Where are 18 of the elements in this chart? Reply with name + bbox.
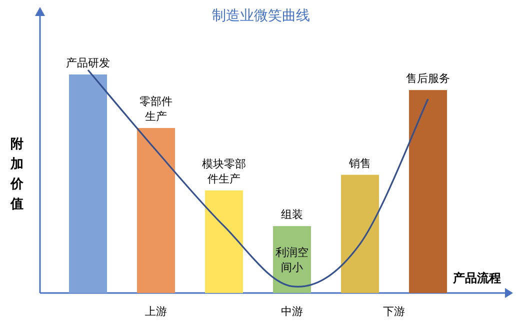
- chart-title: 制造业微笑曲线: [212, 8, 310, 24]
- x-tick-label: 零部件生产: [140, 94, 172, 123]
- bar: [137, 128, 175, 293]
- text: 下游: [383, 305, 405, 318]
- bar: [409, 90, 447, 293]
- annotation: 利润空间小: [276, 246, 308, 274]
- text: 中游: [281, 305, 303, 318]
- x-axis-title: 产品流程: [452, 271, 501, 285]
- x-tick-label: 组装: [281, 208, 303, 222]
- bar: [69, 74, 107, 293]
- bar: [341, 174, 379, 293]
- bar: [205, 190, 243, 293]
- x-tick-label: 模块零部件生产: [202, 157, 246, 186]
- text: 上游: [145, 305, 167, 318]
- x-tick-label: 产品研发: [66, 56, 110, 70]
- y-axis-title: 附加价值: [10, 137, 24, 212]
- x-tick-label: 售后服务: [406, 72, 450, 86]
- x-tick-label: 销售: [348, 156, 371, 170]
